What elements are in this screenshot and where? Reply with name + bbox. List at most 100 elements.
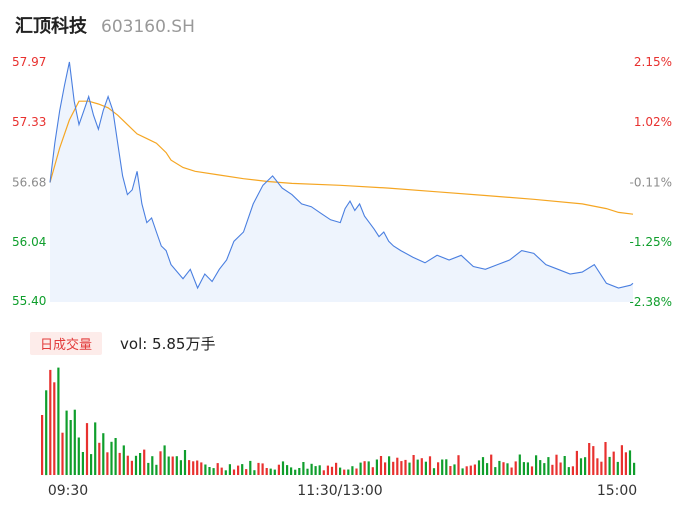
volume-bar <box>69 420 72 475</box>
volume-bar <box>494 467 497 475</box>
volume-bar <box>543 463 546 475</box>
volume-bar <box>628 450 632 475</box>
volume-bar <box>616 461 619 475</box>
volume-bar <box>563 456 566 475</box>
volume-bar <box>183 450 187 475</box>
volume-bar <box>522 462 525 475</box>
volume-bar <box>416 459 419 475</box>
volume-bar <box>424 461 427 475</box>
volume-bar <box>624 452 627 475</box>
volume-bar <box>412 455 415 475</box>
volume-bar <box>518 454 521 475</box>
volume-bar <box>575 450 578 475</box>
volume-bar <box>343 469 346 475</box>
volume-tab[interactable]: 日成交量 <box>30 331 103 355</box>
volume-bar <box>224 470 227 475</box>
volume-bar <box>249 460 252 475</box>
volume-bar <box>241 464 244 475</box>
volume-bar <box>379 456 383 475</box>
volume-bar <box>130 460 133 475</box>
volume-bar <box>126 455 129 475</box>
volume-bar <box>571 466 574 475</box>
volume-bar <box>277 464 280 475</box>
volume-bar <box>204 464 207 475</box>
price-chart <box>49 61 634 302</box>
volume-bar <box>498 460 501 475</box>
volume-bar <box>122 445 125 475</box>
volume-bar <box>147 462 150 475</box>
volume-bar <box>567 467 570 475</box>
volume-bar <box>633 462 636 475</box>
volume-bar <box>384 462 387 475</box>
volume-bar <box>212 468 215 475</box>
volume-bar <box>196 460 199 475</box>
volume-bar <box>547 457 550 475</box>
pct-axis: 2.15% 1.02% -0.11% -1.25% -2.38% <box>630 55 672 309</box>
price-tick-label: 56.04 <box>12 235 46 249</box>
volume-bar <box>253 470 256 475</box>
volume-bar <box>347 469 350 475</box>
volume-bar <box>155 464 158 475</box>
volume-bar <box>57 367 60 475</box>
volume-bar <box>584 457 587 475</box>
volume-bar <box>306 468 309 475</box>
volume-bar <box>588 443 591 475</box>
price-line <box>49 61 634 290</box>
price-tick-label: 56.68 <box>12 175 46 189</box>
time-tick-label: 09:30 <box>48 483 88 499</box>
price-fill <box>50 62 633 302</box>
volume-value: vol: 5.85万手 <box>120 334 216 353</box>
volume-bar <box>192 461 195 475</box>
volume-bar <box>77 437 80 475</box>
volume-bar <box>359 462 362 475</box>
volume-bar <box>261 463 264 475</box>
pct-tick-label: 2.15% <box>634 55 672 69</box>
volume-bar <box>65 410 68 475</box>
avg-price-line <box>49 100 634 215</box>
volume-bar <box>396 457 399 475</box>
volume-bar <box>490 454 493 475</box>
volume-bar <box>102 433 105 475</box>
volume-bar <box>555 454 558 475</box>
volume-bar <box>461 468 464 475</box>
price-tick-label: 55.40 <box>12 294 46 308</box>
volume-bar <box>302 462 305 475</box>
volume-bar <box>53 382 56 475</box>
pct-tick-label: -2.38% <box>630 295 672 309</box>
volume-bar <box>114 438 117 475</box>
volume-bar <box>535 455 538 475</box>
volume-bar <box>73 409 76 475</box>
volume-bar <box>351 466 354 475</box>
volume-bar <box>392 461 395 475</box>
volume-bar <box>200 462 203 475</box>
volume-bar <box>453 464 456 475</box>
pct-tick-label: -1.25% <box>630 235 672 249</box>
volume-bar <box>420 458 423 475</box>
volume-bar <box>510 467 513 475</box>
volume-bar <box>612 451 615 475</box>
volume-header: 日成交量 vol: 5.85万手 <box>30 331 215 355</box>
volume-bar <box>388 456 391 475</box>
volume-bar <box>465 466 468 475</box>
price-tick-label: 57.33 <box>12 115 46 129</box>
volume-bar <box>49 369 52 475</box>
volume-bar <box>118 452 121 475</box>
volume-bar <box>339 467 342 475</box>
volume-bar <box>579 458 583 475</box>
time-tick-label: 11:30/13:00 <box>297 483 382 499</box>
volume-bar <box>481 457 485 475</box>
volume-bar <box>596 458 599 475</box>
volume-bar <box>237 465 240 475</box>
volume-bar <box>294 469 297 475</box>
volume-bar <box>265 468 268 475</box>
volume-bar <box>98 442 101 475</box>
volume-bar <box>220 467 223 475</box>
volume-bar <box>375 459 378 475</box>
volume-bar <box>457 455 460 475</box>
volume-bar <box>94 422 97 475</box>
volume-bar <box>163 445 166 475</box>
price-y-axis: 57.97 57.33 56.68 56.04 55.40 <box>12 55 46 308</box>
volume-bar <box>600 461 603 475</box>
volume-bar <box>134 455 138 475</box>
